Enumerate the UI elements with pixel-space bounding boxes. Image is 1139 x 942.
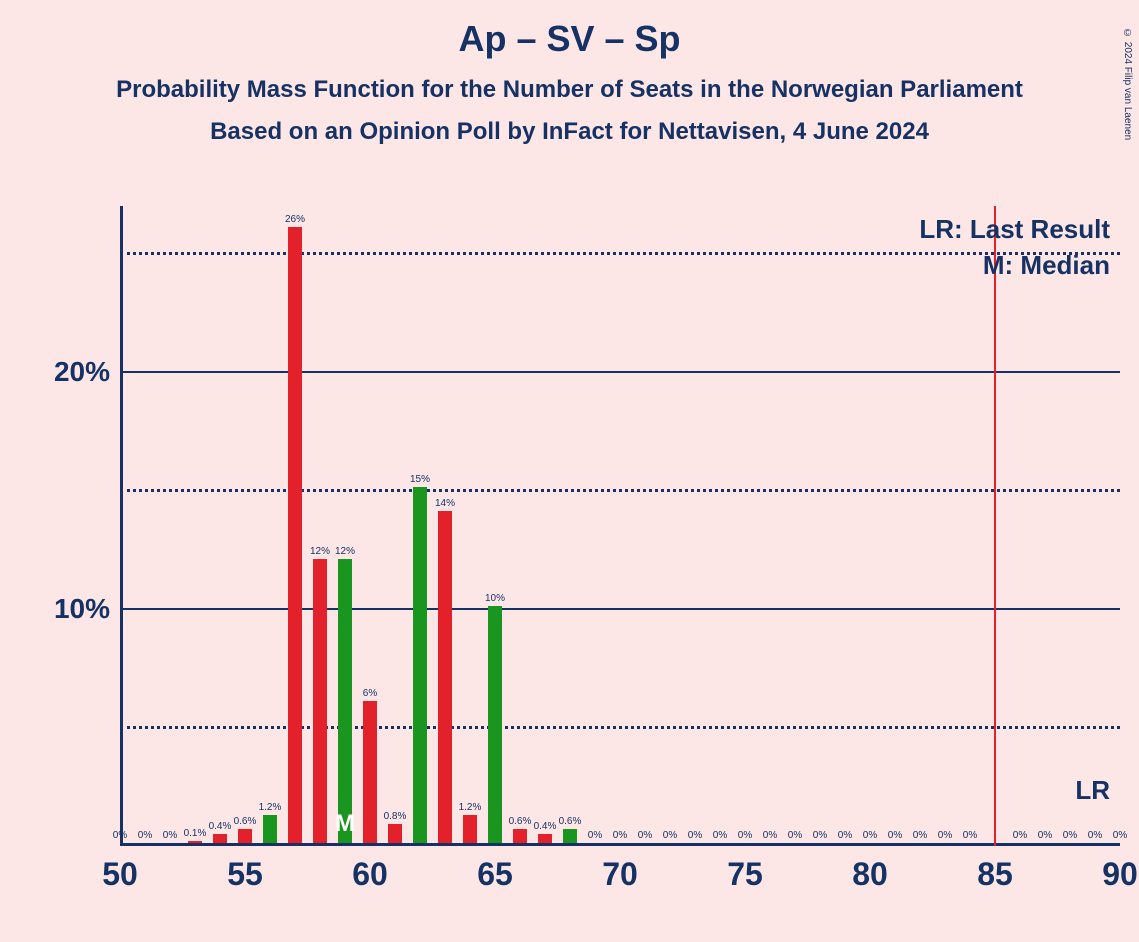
bar: 0.1%	[188, 841, 202, 843]
bar: 14%	[438, 511, 452, 843]
x-tick-label: 80	[852, 856, 888, 893]
bar-value-label: 15%	[390, 474, 450, 487]
y-axis	[120, 206, 123, 846]
chart-title: Ap – SV – Sp	[0, 18, 1139, 60]
bar: 0.8%	[388, 824, 402, 843]
bar-value-label: 6%	[340, 688, 400, 701]
bar-value-label: 26%	[265, 214, 325, 227]
bar-value-label: 14%	[415, 498, 475, 511]
last-result-label: LR	[1075, 775, 1110, 806]
bar: 0.6%	[238, 829, 252, 843]
gridline-major	[120, 371, 1120, 373]
y-tick-label: 10%	[10, 593, 110, 625]
gridline-minor	[120, 252, 1120, 255]
bar: 0.4%	[213, 834, 227, 843]
chart-plot-area: 10%20%505560657075808590LRLR: Last Resul…	[120, 206, 1120, 846]
bar: 12%	[338, 559, 352, 843]
bar: 10%	[488, 606, 502, 843]
copyright-text: © 2024 Filip van Laenen	[1122, 28, 1133, 140]
bar: 1.2%	[263, 815, 277, 843]
x-tick-label: 90	[1102, 856, 1138, 893]
chart-subtitle-1: Probability Mass Function for the Number…	[0, 76, 1139, 104]
chart-subtitle-2: Based on an Opinion Poll by InFact for N…	[0, 118, 1139, 146]
legend-lr: LR: Last Result	[919, 214, 1110, 245]
x-tick-label: 75	[727, 856, 763, 893]
gridline-minor	[120, 726, 1120, 729]
x-tick-label: 60	[352, 856, 388, 893]
bar: 1.2%	[463, 815, 477, 843]
bar: 0.4%	[538, 834, 552, 843]
legend-m: M: Median	[983, 250, 1110, 281]
bar: 12%	[313, 559, 327, 843]
gridline-major	[120, 608, 1120, 610]
bar-value-label: 0%	[1090, 830, 1139, 843]
bar-value-label: 0.6%	[540, 816, 600, 829]
bar-value-label: 10%	[465, 593, 525, 606]
last-result-line	[994, 206, 996, 846]
y-tick-label: 20%	[10, 356, 110, 388]
x-tick-label: 85	[977, 856, 1013, 893]
x-tick-label: 70	[602, 856, 638, 893]
bar-value-label: 12%	[315, 546, 375, 559]
x-axis	[120, 843, 1120, 846]
median-marker: M	[335, 810, 355, 838]
x-tick-label: 50	[102, 856, 138, 893]
bar: 26%	[288, 227, 302, 843]
x-tick-label: 55	[227, 856, 263, 893]
bar: 15%	[413, 487, 427, 843]
gridline-minor	[120, 489, 1120, 492]
x-tick-label: 65	[477, 856, 513, 893]
